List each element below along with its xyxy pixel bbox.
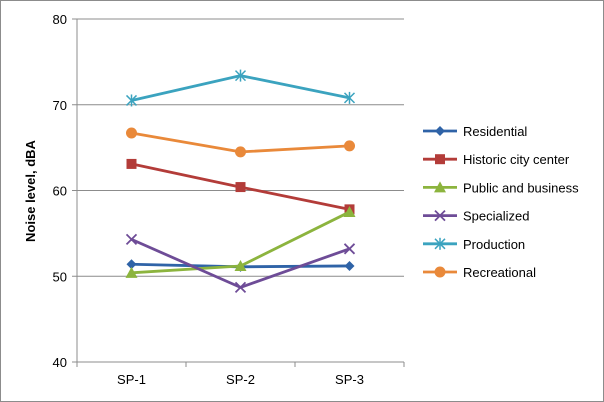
legend-label: Specialized [463, 209, 530, 224]
x-tick-label: SP-3 [335, 372, 364, 387]
data-point [126, 259, 137, 270]
legend-marker [435, 126, 445, 136]
data-point [125, 233, 138, 246]
data-point [234, 259, 247, 271]
legend-marker [434, 209, 446, 222]
x-tick-label: SP-1 [117, 372, 146, 387]
legend-label: Residential [463, 124, 527, 139]
series-public-and-business [125, 205, 356, 278]
series-historic-city-center [126, 158, 355, 215]
data-point [343, 243, 356, 255]
y-tick-label: 50 [53, 269, 67, 284]
data-point [234, 281, 247, 294]
data-point [234, 69, 247, 82]
legend-label: Historic city center [463, 152, 570, 167]
legend-marker [434, 237, 446, 250]
data-point [235, 146, 246, 158]
y-tick-label: 70 [53, 98, 67, 113]
legend-label: Public and business [463, 180, 579, 195]
y-tick-label: 80 [53, 12, 67, 27]
data-point [343, 205, 356, 217]
y-axis-label: Noise level, dBA [23, 139, 38, 241]
legend-entry: Historic city center [423, 152, 570, 167]
axes: 40 50 60 70 80 SP-1 SP-2 SP-3 [53, 12, 405, 387]
data-point [344, 140, 355, 152]
data-point [125, 266, 138, 278]
legend: Residential Historic city center Public an… [423, 124, 579, 280]
series-production [125, 69, 356, 107]
legend-marker [434, 266, 446, 278]
data-point [125, 94, 138, 107]
data-point [235, 182, 246, 193]
legend-entry: Residential [423, 124, 527, 139]
y-tick-label: 60 [53, 184, 67, 199]
legend-marker [435, 154, 445, 165]
data-point [126, 158, 137, 169]
legend-marker [434, 181, 446, 193]
legend-entry: Production [423, 237, 525, 252]
x-tick-label: SP-2 [226, 372, 255, 387]
y-tick-label: 40 [53, 355, 67, 370]
data-point [126, 127, 137, 139]
data-point [343, 91, 356, 104]
series [125, 69, 356, 294]
legend-label: Recreational [463, 265, 536, 280]
series-recreational [126, 127, 355, 158]
series-specialized [125, 233, 356, 294]
legend-entry: Recreational [423, 265, 536, 280]
legend-entry: Specialized [423, 209, 530, 224]
data-point [344, 260, 355, 271]
legend-label: Production [463, 237, 525, 252]
legend-entry: Public and business [423, 180, 579, 195]
